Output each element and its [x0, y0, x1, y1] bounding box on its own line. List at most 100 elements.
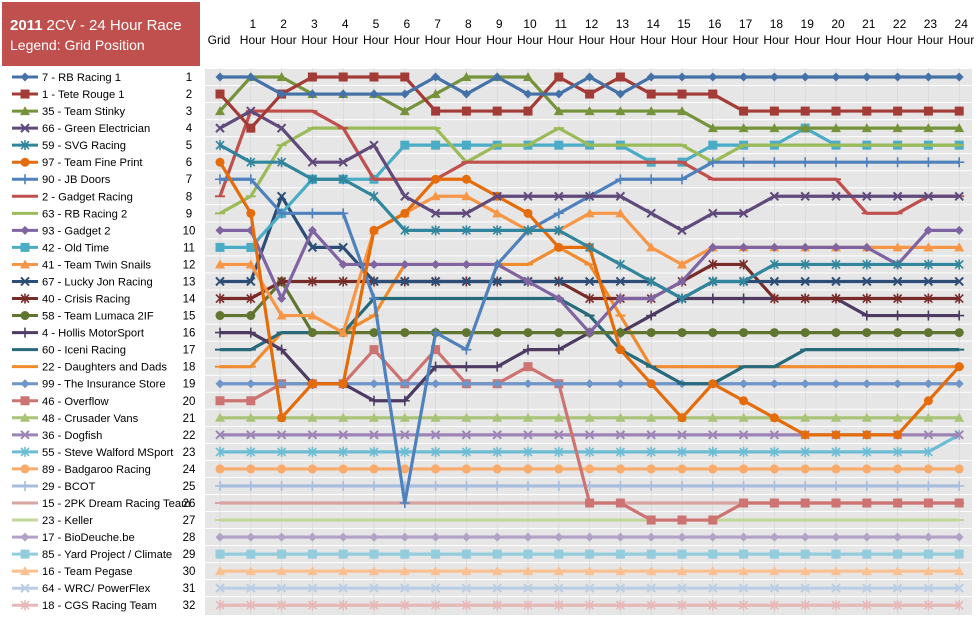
x-tick-label: Hour: [825, 33, 851, 47]
legend-item: 90 - JB Doors: [12, 174, 111, 186]
data-point: [246, 72, 256, 82]
data-point: [677, 225, 687, 236]
data-point: [739, 446, 749, 457]
data-point: [492, 106, 502, 116]
data-point: [492, 532, 502, 542]
data-point: [861, 310, 872, 321]
data-point: [369, 600, 379, 611]
x-tick-label: Hour: [948, 33, 974, 47]
data-point: [461, 208, 472, 219]
data-point: [461, 106, 471, 116]
data-point: [215, 446, 225, 457]
data-point: [246, 464, 256, 474]
data-point: [954, 379, 964, 389]
data-point: [431, 464, 441, 474]
data-point: [862, 549, 872, 559]
data-point: [246, 430, 256, 440]
data-point: [369, 328, 379, 338]
data-point: [707, 412, 718, 422]
data-point: [523, 464, 533, 474]
data-point: [708, 242, 718, 252]
data-point: [554, 89, 564, 99]
data-point: [277, 379, 287, 389]
data-point: [769, 480, 780, 491]
x-tick-label: Hour: [394, 33, 420, 47]
data-point: [215, 225, 225, 235]
data-point: [831, 379, 841, 389]
legend-swatch-marker: [20, 412, 30, 422]
data-point: [800, 106, 810, 116]
data-point: [553, 208, 564, 219]
data-point: [492, 328, 502, 338]
data-point: [862, 191, 872, 201]
legend-swatch-marker: [20, 242, 30, 252]
data-point: [800, 464, 810, 474]
data-point: [954, 191, 964, 201]
data-point: [492, 259, 503, 270]
data-point: [369, 379, 379, 389]
data-point: [831, 106, 841, 116]
data-point: [430, 327, 441, 338]
data-point: [861, 157, 872, 168]
data-point: [215, 327, 225, 338]
data-point: [369, 259, 379, 269]
data-point: [245, 412, 256, 422]
data-point: [923, 310, 934, 321]
data-point: [615, 532, 625, 542]
data-point: [307, 412, 318, 422]
data-point: [646, 549, 656, 559]
x-tick-label: Hour: [671, 33, 697, 47]
data-point: [739, 379, 749, 389]
data-point: [585, 446, 595, 457]
data-point: [800, 566, 811, 576]
data-point: [646, 310, 657, 321]
data-point: [307, 532, 317, 542]
data-point: [215, 600, 225, 611]
y-tick-label: 5: [186, 140, 192, 152]
data-point: [276, 208, 287, 219]
data-point: [892, 310, 903, 321]
data-point: [338, 327, 349, 337]
data-point: [923, 328, 933, 338]
data-point: [739, 532, 749, 542]
data-point: [708, 72, 718, 82]
y-tick-label: 7: [186, 174, 192, 186]
x-tick-number: 3: [311, 17, 318, 31]
legend-swatch-marker: [20, 430, 30, 440]
data-point: [554, 191, 564, 201]
data-point: [707, 123, 718, 133]
data-point: [646, 532, 656, 542]
data-point: [523, 446, 533, 457]
data-point: [954, 259, 964, 270]
data-point: [646, 566, 657, 576]
data-point: [677, 566, 687, 576]
data-point: [585, 242, 595, 253]
data-point: [615, 412, 626, 422]
data-point: [523, 362, 533, 372]
data-point: [769, 72, 779, 82]
x-axis: Grid 1 Hour 2 Hour 3 Hour 4 Hour 5 Hour 6 Hour 7 Hour 8…: [208, 17, 975, 47]
legend-label: 99 - The Insurance Store: [42, 379, 166, 391]
data-point: [893, 72, 903, 82]
data-point: [738, 412, 749, 422]
data-point: [338, 430, 348, 440]
data-point: [739, 259, 749, 270]
data-point: [954, 600, 964, 611]
x-tick-number: 5: [373, 17, 380, 31]
data-point: [954, 532, 964, 542]
legend-label: 55 - Steve Walford MSport: [42, 447, 174, 459]
data-point: [307, 464, 317, 474]
data-point: [892, 157, 903, 168]
data-point: [492, 72, 502, 82]
data-point: [893, 328, 903, 338]
legend-label: 18 - CGS Racing Team: [42, 600, 157, 612]
data-point: [646, 600, 656, 611]
legend-swatch-marker: [20, 464, 30, 474]
data-point: [708, 446, 718, 457]
data-point: [893, 430, 903, 440]
data-point: [553, 480, 564, 491]
y-tick-label: 8: [186, 191, 192, 203]
y-tick-label: 15: [183, 311, 196, 323]
data-point: [246, 276, 256, 287]
